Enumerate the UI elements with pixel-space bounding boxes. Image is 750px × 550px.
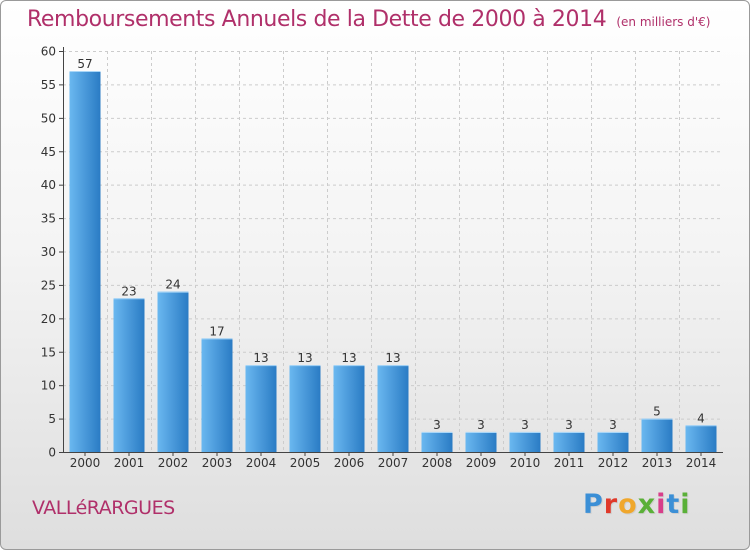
- y-tick-label: 35: [41, 212, 56, 226]
- x-tick-label: 2011: [554, 456, 585, 470]
- y-tick-label: 40: [41, 178, 56, 192]
- logo-letter: i: [656, 489, 667, 520]
- bar: [289, 365, 321, 452]
- commune-name: VALLéRARGUES: [32, 497, 175, 519]
- x-tick-label: 2005: [290, 456, 321, 470]
- bar: [465, 431, 497, 452]
- data-label: 17: [209, 324, 224, 338]
- x-tick-label: 2014: [686, 456, 717, 470]
- logo-letter: r: [603, 489, 619, 520]
- x-tick-label: 2002: [158, 456, 189, 470]
- x-tick-label: 2007: [378, 456, 409, 470]
- data-label: 13: [253, 351, 268, 365]
- bar: [509, 431, 541, 452]
- data-label: 4: [697, 411, 705, 425]
- proxiti-logo[interactable]: Proxiti: [583, 489, 691, 520]
- data-label: 3: [609, 418, 617, 432]
- x-tick-label: 2000: [70, 456, 101, 470]
- bar: [597, 431, 629, 452]
- bar: [553, 431, 585, 452]
- bar: [157, 291, 189, 452]
- data-label: 57: [77, 57, 92, 71]
- data-label: 13: [341, 351, 356, 365]
- data-label: 3: [565, 418, 573, 432]
- bar: [685, 425, 717, 452]
- x-tick-label: 2008: [422, 456, 453, 470]
- y-tick-label: 55: [41, 78, 56, 92]
- y-tick-label: 60: [41, 45, 56, 59]
- logo-letter: x: [637, 489, 657, 520]
- y-tick-label: 5: [48, 412, 56, 426]
- x-tick-label: 2013: [642, 456, 673, 470]
- y-tick-label: 45: [41, 145, 56, 159]
- bar: [113, 298, 145, 452]
- bar: [641, 418, 673, 452]
- y-tick-label: 0: [48, 446, 56, 460]
- data-label: 3: [477, 418, 485, 432]
- bar: [245, 365, 277, 452]
- bar: [201, 338, 233, 452]
- x-tick-label: 2004: [246, 456, 277, 470]
- bar: [69, 71, 101, 453]
- data-label: 13: [297, 351, 312, 365]
- y-tick-label: 50: [41, 111, 56, 125]
- logo-letter: o: [618, 489, 638, 520]
- y-tick-label: 30: [41, 245, 56, 259]
- bars: [69, 71, 717, 453]
- data-label: 3: [433, 418, 441, 432]
- data-labels: 57 23 24 17 13 13 13 13 3 3 3 3 3 5 4: [77, 57, 704, 432]
- bar: [333, 365, 365, 452]
- bar: [421, 431, 453, 452]
- data-label: 5: [653, 405, 661, 419]
- x-tick-label: 2003: [202, 456, 233, 470]
- logo-letter: i: [680, 489, 691, 520]
- y-tick-label: 25: [41, 278, 56, 292]
- x-tick-label: 2009: [466, 456, 497, 470]
- y-tick-label: 10: [41, 379, 56, 393]
- chart-unit-note: (en milliers d'€): [616, 15, 711, 29]
- y-tick-label: 20: [41, 312, 56, 326]
- bar: [377, 365, 409, 452]
- data-label: 13: [385, 351, 400, 365]
- x-tick-label: 2010: [510, 456, 541, 470]
- x-tick-label: 2012: [598, 456, 629, 470]
- logo-letter: t: [666, 489, 681, 520]
- data-label: 24: [165, 278, 180, 292]
- y-tick-label: 15: [41, 345, 56, 359]
- chart-title: Remboursements Annuels de la Dette de 20…: [27, 7, 710, 32]
- data-label: 3: [521, 418, 529, 432]
- x-tick-label: 2001: [114, 456, 145, 470]
- chart-title-main: Remboursements Annuels de la Dette de 20…: [27, 7, 607, 32]
- data-label: 23: [121, 284, 136, 298]
- logo-letter: P: [583, 489, 604, 520]
- x-tick-label: 2006: [334, 456, 365, 470]
